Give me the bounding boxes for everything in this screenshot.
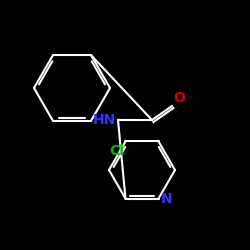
Text: N: N [160,192,172,205]
Text: HN: HN [93,113,116,127]
Text: Cl: Cl [110,144,124,158]
Text: O: O [173,91,185,105]
